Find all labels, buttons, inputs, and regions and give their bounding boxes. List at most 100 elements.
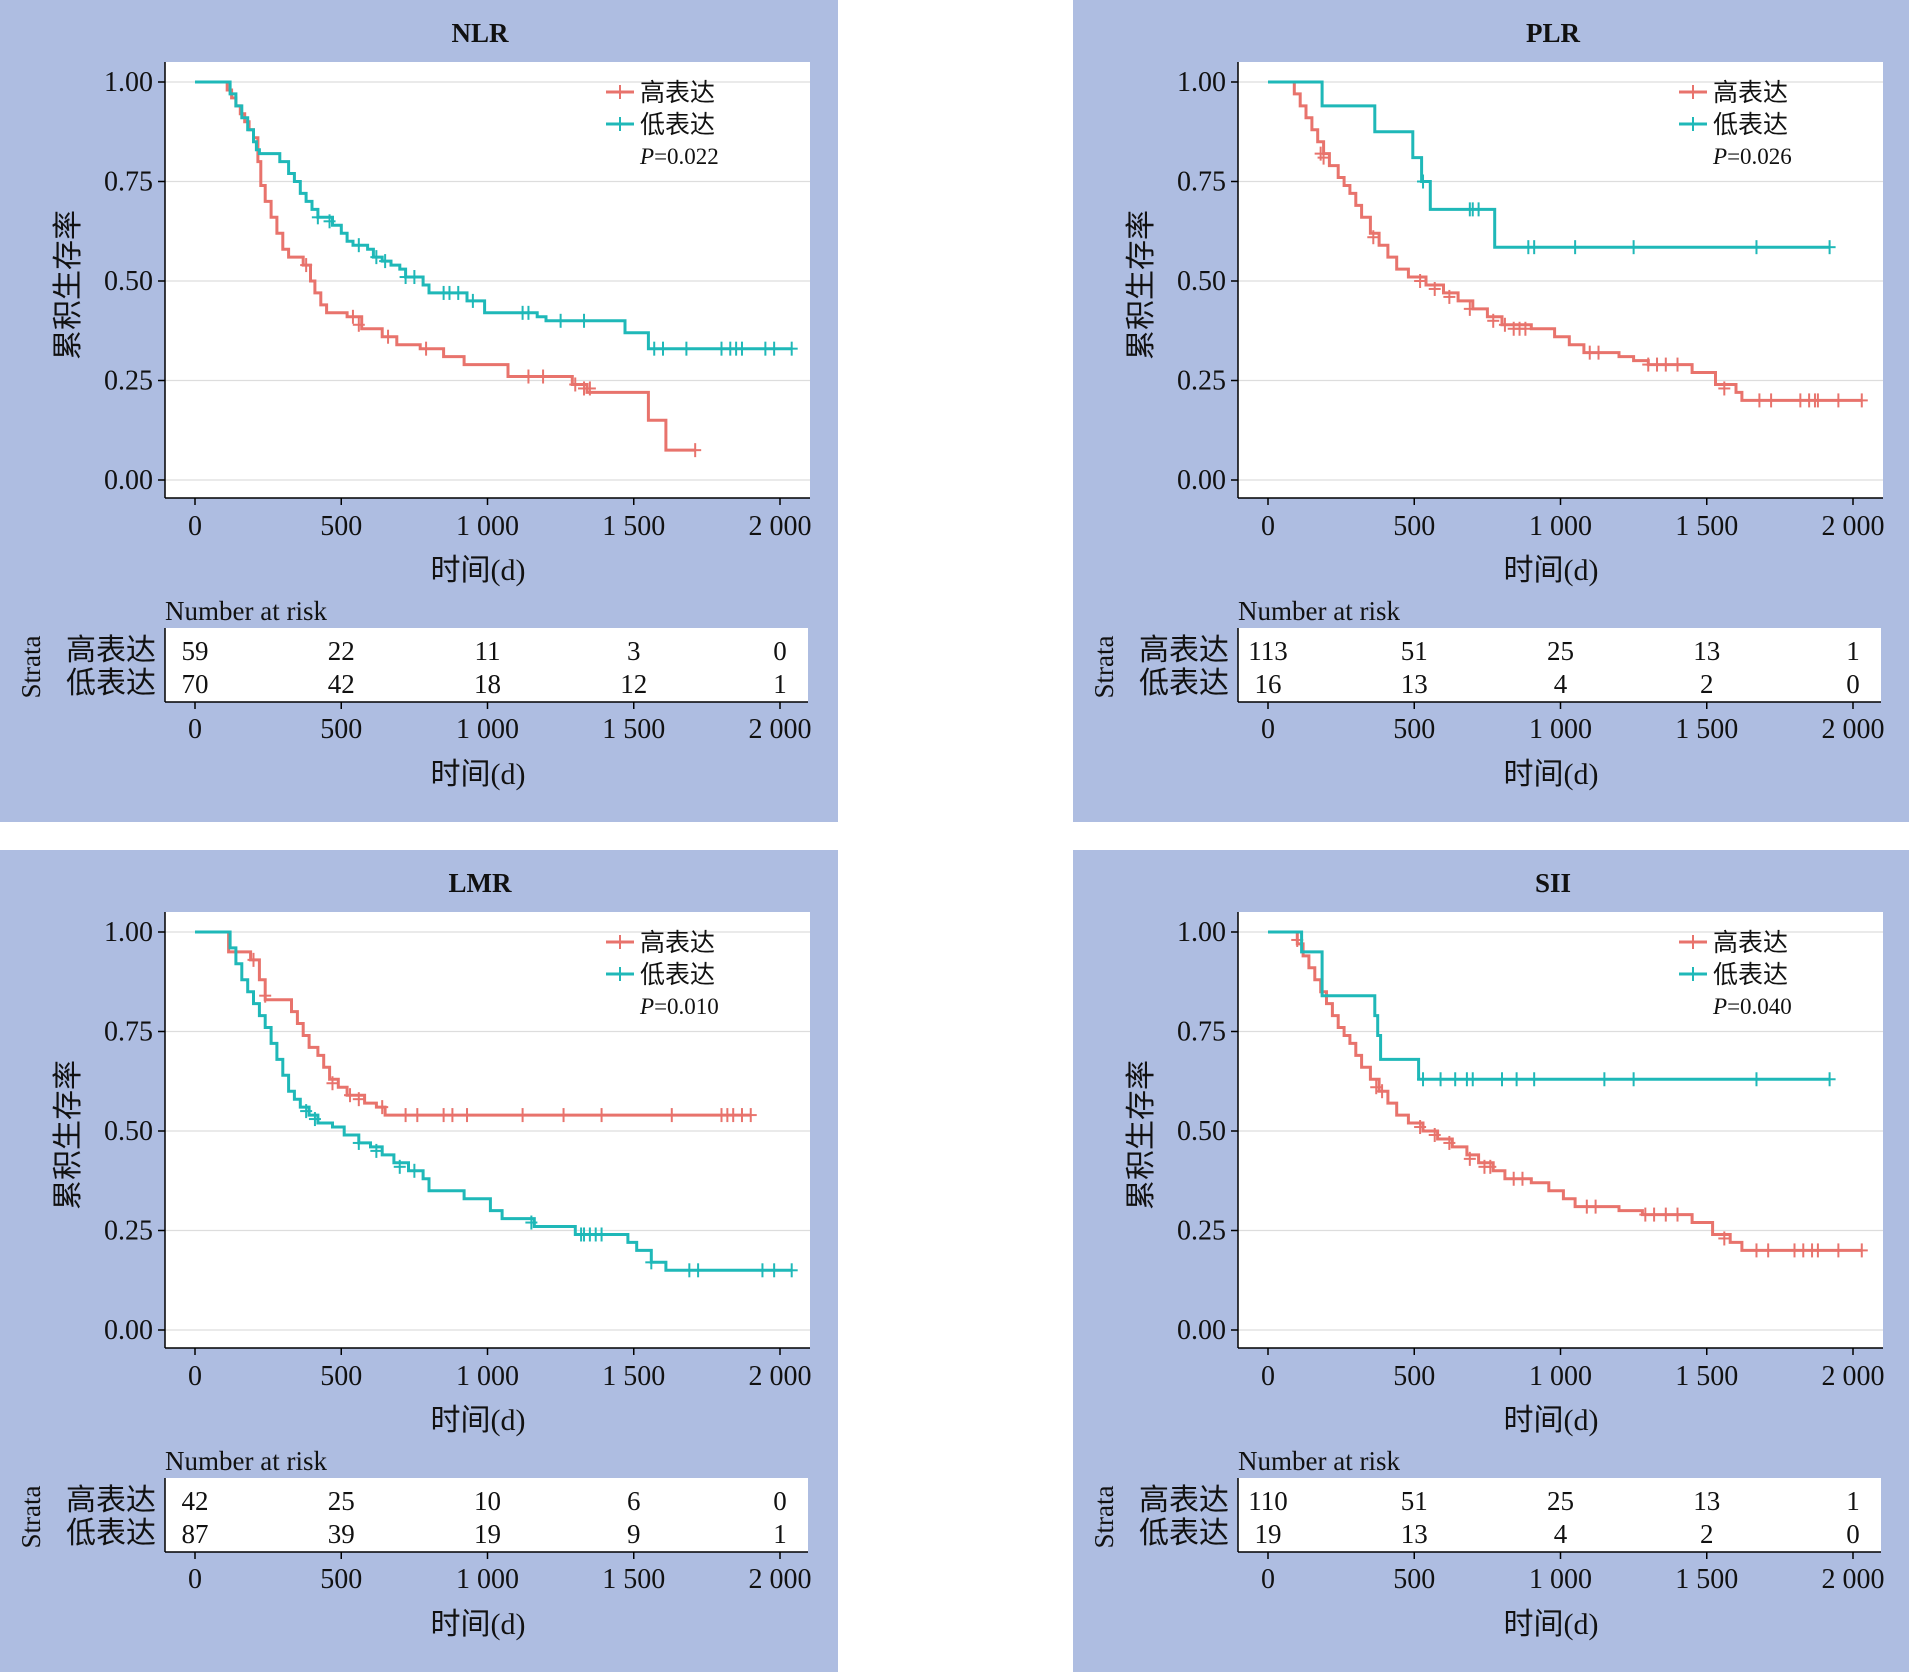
x-tick-label: 1 000 <box>1529 1361 1592 1392</box>
chart-panel-plr: PLR 0.00 0.25 0.50 0.75 1.00 0 500 1 000 1 500 2 0… <box>1073 0 1909 822</box>
risk-count: 13 <box>1401 669 1428 699</box>
risk-count: 9 <box>627 1519 641 1549</box>
risk-table-title: Number at risk <box>165 1446 327 1476</box>
y-tick-label: 0.25 <box>1177 366 1226 397</box>
legend-label: 低表达 <box>640 111 715 139</box>
risk-count: 13 <box>1693 1486 1720 1516</box>
risk-count: 110 <box>1248 1486 1288 1516</box>
risk-count: 19 <box>474 1519 501 1549</box>
y-tick-label: 1.00 <box>104 67 153 98</box>
p-value-number: =0.022 <box>654 144 719 169</box>
risk-row-label: 高表达 <box>1139 1484 1229 1517</box>
legend-label: 高表达 <box>640 79 715 107</box>
risk-x-tick-label: 500 <box>1393 714 1435 745</box>
risk-count: 0 <box>773 636 787 666</box>
risk-count: 13 <box>1693 636 1720 666</box>
risk-x-tick-label: 0 <box>188 714 202 745</box>
x-tick-label: 2 000 <box>1822 511 1885 542</box>
y-tick-label: 0.50 <box>104 1116 153 1147</box>
risk-count: 19 <box>1255 1519 1282 1549</box>
risk-x-tick-label: 0 <box>1261 1564 1275 1595</box>
x-tick-label: 1 500 <box>1675 1361 1738 1392</box>
risk-count: 25 <box>1547 1486 1574 1516</box>
p-value: P=0.026 <box>1712 144 1792 169</box>
chart-panel-sii: SII 0.00 0.25 0.50 0.75 1.00 0 500 1 000 1 500 2 0… <box>1073 850 1909 1672</box>
x-tick-label: 1 500 <box>602 1361 665 1392</box>
y-tick-label: 0.75 <box>104 167 153 198</box>
risk-count: 11 <box>475 636 501 666</box>
risk-count: 0 <box>1846 669 1860 699</box>
y-tick-label: 1.00 <box>1177 67 1226 98</box>
risk-row-label: 低表达 <box>66 1517 156 1550</box>
plot-area <box>165 912 810 1348</box>
y-tick-label: 1.00 <box>104 917 153 948</box>
risk-x-tick-label: 0 <box>188 1564 202 1595</box>
y-tick-label: 0.75 <box>1177 1017 1226 1048</box>
risk-x-tick-label: 1 500 <box>602 714 665 745</box>
p-value-prefix: P <box>1712 144 1727 169</box>
x-tick-label: 2 000 <box>749 1361 812 1392</box>
risk-table-strata-label: Strata <box>1089 635 1119 698</box>
series-line-low <box>1268 930 1830 1081</box>
p-value: P=0.040 <box>1712 994 1792 1019</box>
p-value-number: =0.026 <box>1727 144 1792 169</box>
risk-count: 51 <box>1401 636 1428 666</box>
p-value-prefix: P <box>639 144 654 169</box>
risk-count: 18 <box>474 669 501 699</box>
risk-count: 70 <box>182 669 209 699</box>
y-axis-label: 累积生存率 <box>52 1060 85 1210</box>
risk-x-axis-label: 时间(d) <box>1504 1608 1599 1641</box>
km-chart-sii: SII 0.00 0.25 0.50 0.75 1.00 0 500 1 000 1 500 2 0… <box>1089 868 1885 1641</box>
risk-count: 59 <box>182 636 209 666</box>
chart-panel-lmr: LMR 0.00 0.25 0.50 0.75 1.00 0 500 1 000 1 500 2 0… <box>0 850 838 1672</box>
legend-label: 低表达 <box>640 961 715 989</box>
y-tick-label: 1.00 <box>1177 917 1226 948</box>
risk-count: 1 <box>773 669 787 699</box>
km-chart-nlr: NLR 0.00 0.25 0.50 0.75 1.00 0 500 1 000 1 500 2 0… <box>16 18 812 791</box>
p-value: P=0.022 <box>639 144 719 169</box>
risk-x-tick-label: 1 000 <box>456 1564 519 1595</box>
x-tick-label: 0 <box>188 1361 202 1392</box>
series-line-high <box>1268 930 1862 1252</box>
chart-title: LMR <box>449 868 512 898</box>
risk-count: 42 <box>182 1486 209 1516</box>
y-tick-label: 0.75 <box>104 1017 153 1048</box>
x-tick-label: 1 000 <box>456 511 519 542</box>
km-chart-plr: PLR 0.00 0.25 0.50 0.75 1.00 0 500 1 000 1 500 2 0… <box>1089 18 1885 791</box>
x-tick-label: 2 000 <box>749 511 812 542</box>
x-axis-label: 时间(d) <box>431 1404 526 1437</box>
y-axis-label: 累积生存率 <box>1125 1060 1158 1210</box>
y-tick-label: 0.00 <box>104 465 153 496</box>
y-tick-label: 0.75 <box>1177 167 1226 198</box>
risk-x-tick-label: 1 000 <box>1529 1564 1592 1595</box>
x-tick-label: 0 <box>1261 1361 1275 1392</box>
y-tick-label: 0.25 <box>1177 1216 1226 1247</box>
risk-x-axis-label: 时间(d) <box>431 1608 526 1641</box>
legend-label: 高表达 <box>1713 79 1788 107</box>
chart-title: NLR <box>451 18 509 48</box>
risk-row-label: 高表达 <box>66 1484 156 1517</box>
risk-table-strata-label: Strata <box>16 1485 46 1548</box>
risk-count: 2 <box>1700 669 1714 699</box>
risk-count: 10 <box>474 1486 501 1516</box>
series-line-low <box>195 930 792 1272</box>
risk-count: 1 <box>1846 636 1860 666</box>
plot-area <box>1238 62 1883 498</box>
y-tick-label: 0.25 <box>104 366 153 397</box>
x-tick-label: 1 500 <box>602 511 665 542</box>
series-line-high <box>1268 80 1862 402</box>
y-tick-label: 0.50 <box>104 266 153 297</box>
km-chart-lmr: LMR 0.00 0.25 0.50 0.75 1.00 0 500 1 000 1 500 2 0… <box>16 868 812 1641</box>
risk-count: 16 <box>1255 669 1282 699</box>
plot-area <box>1238 912 1883 1348</box>
x-axis-label: 时间(d) <box>1504 1404 1599 1437</box>
risk-table-title: Number at risk <box>1238 1446 1400 1476</box>
p-value-prefix: P <box>1712 994 1727 1019</box>
risk-count: 0 <box>1846 1519 1860 1549</box>
y-tick-label: 0.50 <box>1177 266 1226 297</box>
risk-count: 51 <box>1401 1486 1428 1516</box>
risk-x-tick-label: 1 500 <box>1675 714 1738 745</box>
risk-x-tick-label: 1 500 <box>602 1564 665 1595</box>
legend-label: 高表达 <box>1713 929 1788 957</box>
chart-title: PLR <box>1526 18 1581 48</box>
